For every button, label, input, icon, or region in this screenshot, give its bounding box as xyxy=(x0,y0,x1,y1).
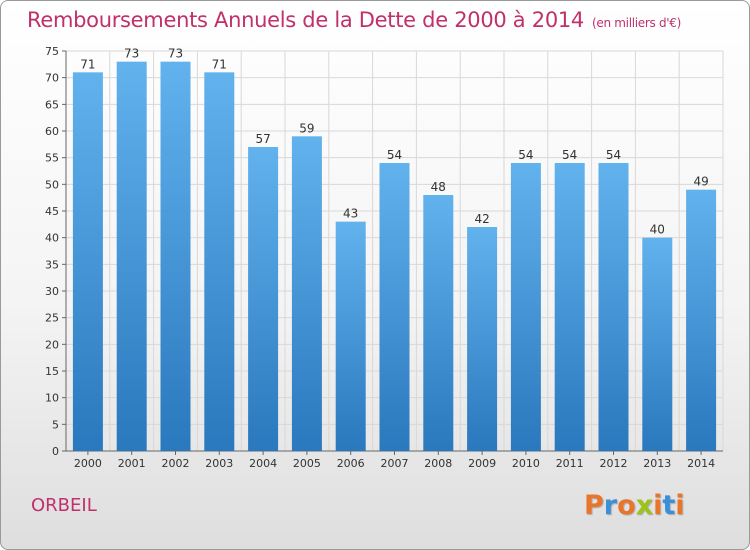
x-tick-label-2001: 2001 xyxy=(118,457,146,470)
title-text: Remboursements Annuels de la Dette de 20… xyxy=(27,8,584,32)
value-label-2014: 49 xyxy=(693,175,708,189)
proxiti-logo[interactable]: Proxiti xyxy=(584,490,685,521)
y-tick-label: 0 xyxy=(52,445,59,458)
y-tick-label: 35 xyxy=(45,258,59,271)
bar-2001 xyxy=(116,61,147,452)
bar-2010 xyxy=(510,163,541,451)
bars xyxy=(72,61,717,452)
bar-2014 xyxy=(686,189,717,451)
y-tick-labels: 0 5 10 15 20 25 30 35 40 45 50 55 60 65 70 75 xyxy=(45,45,59,458)
value-label-2007: 54 xyxy=(387,148,402,162)
logo-letter: x xyxy=(635,490,654,521)
value-label-2010: 54 xyxy=(518,148,533,162)
y-tick-label: 60 xyxy=(45,125,59,138)
y-tick-label: 20 xyxy=(45,338,59,351)
x-tick-label-2004: 2004 xyxy=(249,457,277,470)
x-tick-label-2005: 2005 xyxy=(293,457,321,470)
x-tick-label-2010: 2010 xyxy=(512,457,540,470)
value-label-2002: 73 xyxy=(168,47,183,61)
y-tick-label: 40 xyxy=(45,232,59,245)
bar-2002 xyxy=(160,61,191,452)
x-tick-label-2003: 2003 xyxy=(205,457,233,470)
chart-title: Remboursements Annuels de la Dette de 20… xyxy=(27,8,681,32)
y-tick-label: 45 xyxy=(45,205,59,218)
x-tick-label-2006: 2006 xyxy=(337,457,365,470)
value-label-2008: 48 xyxy=(431,180,446,194)
bar-2011 xyxy=(554,163,585,451)
y-tick-label: 55 xyxy=(45,152,59,165)
bar-2003 xyxy=(204,72,235,451)
logo-letter: r xyxy=(603,490,618,521)
bar-2012 xyxy=(598,163,629,451)
y-tick-label: 50 xyxy=(45,178,59,191)
y-tick-label: 70 xyxy=(45,72,59,85)
x-tick-label-2008: 2008 xyxy=(424,457,452,470)
bar-2008 xyxy=(423,195,454,451)
x-tick-label-2002: 2002 xyxy=(162,457,190,470)
value-labels: 71 73 73 71 57 59 43 54 48 42 54 54 54 40 49 xyxy=(80,47,708,237)
value-label-2009: 42 xyxy=(474,212,489,226)
bar-2004 xyxy=(248,147,279,451)
value-label-2000: 71 xyxy=(80,57,95,71)
town-name: ORBEIL xyxy=(31,495,97,516)
value-label-2005: 59 xyxy=(299,121,314,135)
y-tick-label: 30 xyxy=(45,285,59,298)
x-tick-label-2014: 2014 xyxy=(687,457,715,470)
bar-2009 xyxy=(467,227,498,451)
logo-letter: o xyxy=(617,490,636,521)
y-tick-label: 75 xyxy=(45,45,59,58)
y-tick-label: 65 xyxy=(45,98,59,111)
y-tick-label: 10 xyxy=(45,392,59,405)
y-tick-label: 5 xyxy=(52,418,59,431)
value-label-2003: 71 xyxy=(212,57,227,71)
bar-2013 xyxy=(642,237,673,451)
x-tick-label-2013: 2013 xyxy=(643,457,671,470)
x-tick-label-2000: 2000 xyxy=(74,457,102,470)
logo-letter: t xyxy=(662,490,676,521)
x-tick-label-2012: 2012 xyxy=(600,457,628,470)
bar-2006 xyxy=(335,221,366,451)
value-label-2004: 57 xyxy=(255,132,270,146)
y-tick-label: 25 xyxy=(45,312,59,325)
value-label-2006: 43 xyxy=(343,207,358,221)
x-tick-label-2011: 2011 xyxy=(556,457,584,470)
bar-2000 xyxy=(72,72,103,451)
value-label-2001: 73 xyxy=(124,47,139,61)
x-tick-label-2007: 2007 xyxy=(381,457,409,470)
logo-letter: i xyxy=(675,490,685,521)
bar-2007 xyxy=(379,163,410,451)
bar-2005 xyxy=(291,136,322,452)
y-tick-label: 15 xyxy=(45,365,59,378)
value-label-2013: 40 xyxy=(650,223,665,237)
title-unit: (en milliers d'€) xyxy=(592,16,682,30)
value-label-2011: 54 xyxy=(562,148,577,162)
x-tick-label-2009: 2009 xyxy=(468,457,496,470)
x-tick-labels: 2000 2001 2002 2003 2004 2005 2006 2007 2008 2009… xyxy=(74,457,715,470)
logo-letter: i xyxy=(653,490,663,521)
logo-letter: P xyxy=(584,490,604,521)
value-label-2012: 54 xyxy=(606,148,621,162)
